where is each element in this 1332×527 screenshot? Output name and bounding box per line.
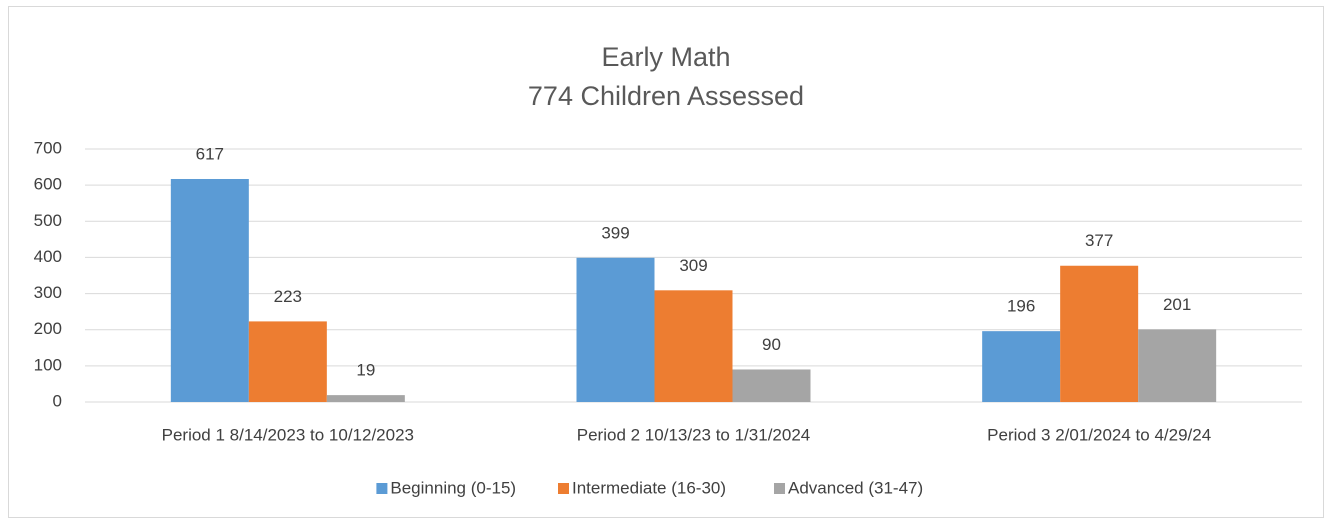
data-label: 19 [356,361,375,380]
data-label: 309 [679,256,707,275]
legend-label: Intermediate (16-30) [572,478,726,497]
bar [170,178,249,402]
y-tick-label: 400 [34,247,62,266]
legend-swatch [558,483,569,494]
bar [1138,329,1217,402]
data-label: 399 [601,223,629,242]
bar [732,369,811,402]
y-tick-label: 600 [34,175,62,194]
y-tick-label: 500 [34,211,62,230]
y-tick-label: 700 [34,138,62,157]
legend-swatch [774,483,785,494]
x-tick-label: Period 2 10/13/23 to 1/31/2024 [577,425,810,444]
bar [326,395,405,402]
y-tick-label: 0 [53,391,62,410]
legend-swatch [376,483,388,494]
bar [982,331,1061,402]
chart-subtitle: 774 Children Assessed [528,81,804,111]
bar [1060,265,1139,402]
x-tick-label: Period 3 2/01/2024 to 4/29/24 [987,425,1211,444]
data-label: 196 [1007,297,1035,316]
chart-title: Early Math [601,42,730,72]
x-tick-label: Period 1 8/14/2023 to 10/12/2023 [162,425,414,444]
bar [576,257,655,402]
y-tick-label: 300 [34,283,62,302]
bar [654,290,733,402]
bar [248,321,327,402]
legend-label: Advanced (31-47) [788,478,923,497]
legend-label: Beginning (0-15) [390,478,516,497]
y-tick-label: 100 [34,355,62,374]
y-tick-label: 200 [34,319,62,338]
data-label: 377 [1085,231,1113,250]
data-label: 201 [1163,295,1191,314]
data-label: 90 [762,335,781,354]
data-label: 223 [274,287,302,306]
data-label: 617 [196,144,224,163]
